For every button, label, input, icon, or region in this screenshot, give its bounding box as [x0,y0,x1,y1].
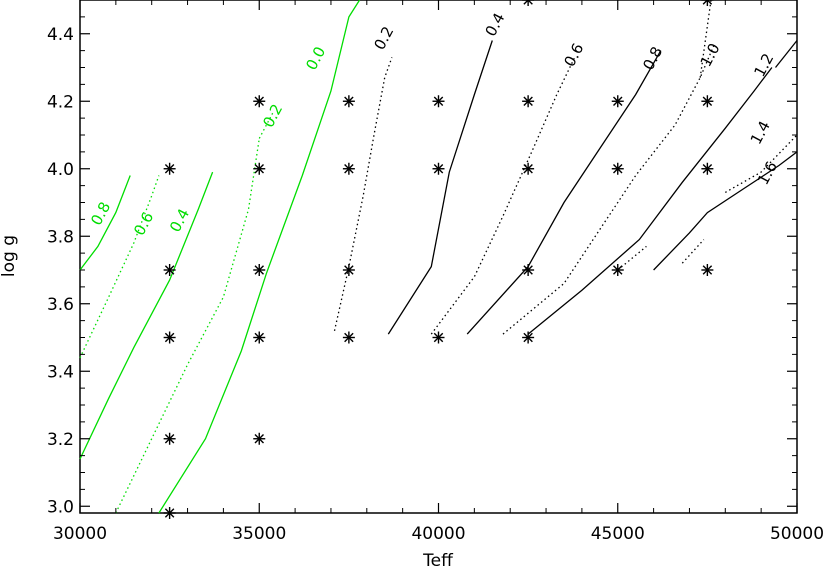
contour-line [466,50,662,335]
x-tick-label: 45000 [591,524,645,544]
contour-line [502,43,716,335]
grid-point-marker [701,0,714,6]
x-axis-ticks: 30000 35000 40000 45000 50000 [53,0,824,544]
contour-line [774,40,798,68]
contour-line [653,151,798,271]
grid-point-marker [342,95,355,108]
contour-line [617,245,647,271]
y-tick-label: 3.2 [47,430,74,450]
contour-level-label: 1.6 [754,158,781,188]
contour-line [79,175,160,359]
contour-level-label: 1.2 [750,50,777,80]
y-axis-ticks: 3.0 3.2 3.4 3.6 3.8 4.0 4.2 4.4 [47,0,797,517]
x-tick-label: 40000 [411,524,465,544]
grid-point-marker [163,432,176,445]
grid-point-marker [522,162,535,175]
y-axis-title: log g [0,235,19,277]
contour-level-label: 0.6 [560,40,587,70]
grid-point-marker [342,264,355,276]
x-tick-label: 30000 [53,524,107,544]
grid-point-marker [701,162,714,175]
grid-point-marker [611,264,624,276]
contour-level-label: 1.0 [697,40,724,70]
contour-line [333,57,393,331]
grid-point-marker [611,162,624,175]
grid-point-marker [522,264,535,276]
grid-point-marker [163,331,176,344]
contour-line [681,239,705,264]
grid-point-marker [432,162,445,175]
grid-point-marker [522,95,535,108]
contour-line [79,171,214,460]
contour-line [79,175,131,271]
contour-line [258,111,275,139]
grid-point-marker [163,507,176,519]
contour-level-label: 0.6 [130,209,157,239]
x-axis-title: Teff [422,551,454,571]
contour-level-label: 0.2 [370,23,397,53]
y-tick-label: 3.8 [47,227,74,247]
x-tick-label: 35000 [232,524,286,544]
contour-lines: 0.8 0.6 0.40.20.00.2 0.40.6 0.8 1.0 1.21.41.6 [79,0,798,514]
grid-point-marker [253,95,266,108]
contour-level-label: 0.4 [481,10,508,40]
grid-point-marker [163,264,176,276]
y-tick-label: 4.0 [47,160,74,180]
contour-level-label: 0.0 [302,44,329,74]
grid-point-marker [522,331,535,344]
y-tick-label: 4.4 [47,25,74,45]
grid-point-markers [163,0,714,519]
contour-line [724,134,798,193]
grid-point-marker [253,264,266,276]
grid-point-marker [522,0,535,6]
contour-level-label: 0.8 [639,44,666,74]
grid-point-marker [163,162,176,175]
contour-level-label: 1.4 [747,118,774,148]
contour-line [158,0,361,514]
grid-point-marker [701,95,714,108]
contour-line [387,40,493,335]
contour-line [115,138,260,514]
x-tick-label: 50000 [770,524,824,544]
y-tick-label: 3.6 [47,295,74,315]
contour-line [430,57,576,335]
grid-point-marker [611,95,624,108]
grid-point-marker [432,95,445,108]
grid-point-marker [342,162,355,175]
grid-point-marker [253,432,266,445]
grid-point-marker [253,162,266,175]
contour-line [527,67,773,335]
grid-point-marker [253,331,266,344]
grid-point-marker [432,331,445,344]
grid-point-marker [342,331,355,344]
plot-frame [79,0,798,514]
y-tick-label: 3.4 [47,362,74,382]
grid-point-marker [701,264,714,276]
y-tick-label: 3.0 [47,497,74,517]
y-tick-label: 4.2 [47,92,74,112]
